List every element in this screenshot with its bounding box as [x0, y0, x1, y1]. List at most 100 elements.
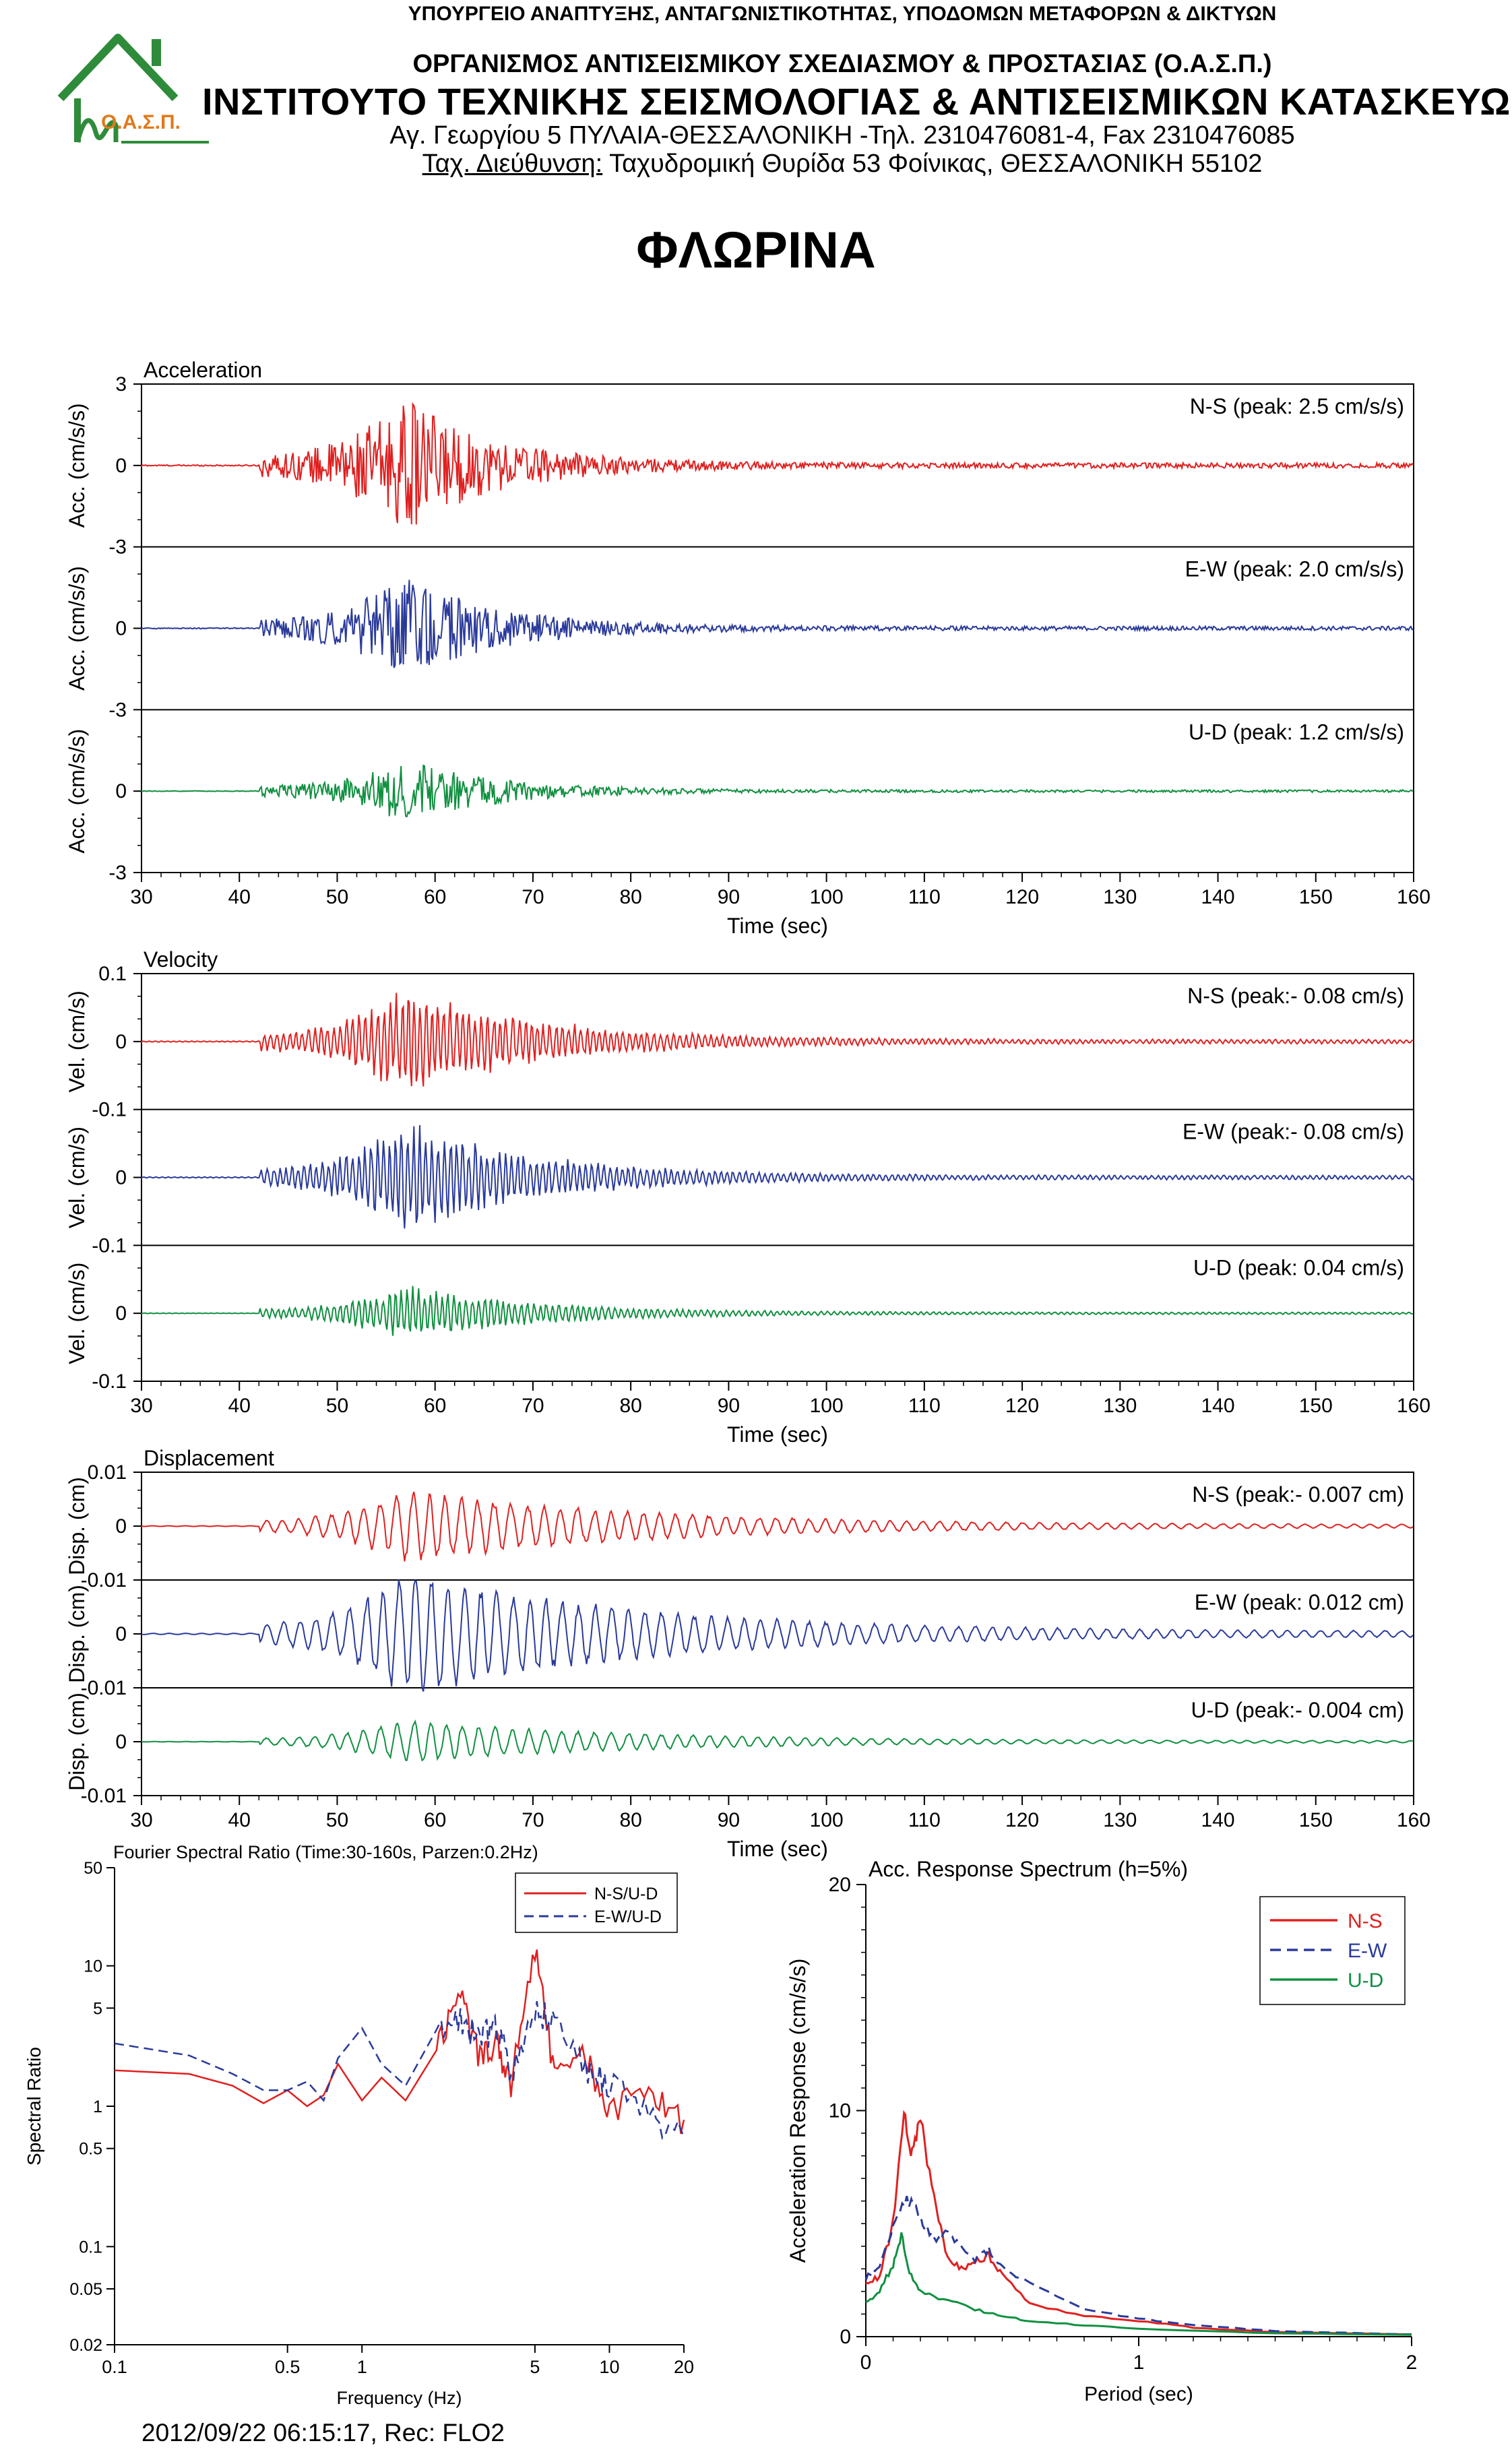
fourier-ytick-label: 5 — [93, 1999, 102, 2018]
acceleration-xtick-label: 60 — [424, 886, 446, 908]
velocity-xtick-label: 130 — [1103, 1395, 1137, 1417]
acceleration-ytick-label: -3 — [108, 699, 127, 721]
velocity-xtick-label: 100 — [810, 1395, 844, 1417]
station-title: ΦΛΩΡΙΝΑ — [636, 222, 876, 279]
velocity-series-label: N-S (peak:- 0.08 cm/s) — [1187, 984, 1404, 1008]
acceleration-xtick-label: 80 — [619, 886, 641, 908]
logo-text: Ο.Α.Σ.Π. — [101, 111, 181, 133]
displacement-xtick-label: 90 — [718, 1809, 740, 1831]
acceleration-xtick-label: 100 — [810, 886, 844, 908]
displacement-xtick-label: 160 — [1397, 1809, 1430, 1831]
acceleration-xtick-label: 160 — [1397, 886, 1430, 908]
acceleration-ylabel: Acc. (cm/s/s) — [65, 729, 89, 854]
velocity-xtick-label: 110 — [908, 1395, 941, 1417]
velocity-series-label: E-W (peak:- 0.08 cm/s) — [1183, 1120, 1404, 1144]
fourier-xtick-label: 0.5 — [275, 2357, 301, 2377]
acceleration-series-u-d — [141, 764, 1414, 818]
velocity-xtick-label: 70 — [522, 1395, 544, 1417]
response-ytick-label: 20 — [829, 1874, 851, 1896]
displacement-ytick-label: -0.01 — [81, 1677, 127, 1699]
acceleration-xtick-label: 40 — [228, 886, 251, 908]
acceleration-xtick-label: 130 — [1103, 886, 1137, 908]
displacement-xtick-label: 40 — [228, 1809, 251, 1831]
fourier-legend-label: E-W/U-D — [594, 1907, 662, 1926]
postal-label: Ταχ. Διεύθυνση: — [422, 150, 603, 178]
displacement-xtick-label: 140 — [1201, 1809, 1235, 1831]
fourier-ytick-label: 0.1 — [79, 2238, 102, 2256]
displacement-xlabel: Time (sec) — [727, 1837, 828, 1861]
displacement-ylabel: Disp. (cm) — [65, 1477, 89, 1575]
acceleration-xtick-label: 150 — [1299, 886, 1333, 908]
velocity-xtick-label: 120 — [1005, 1395, 1039, 1417]
velocity-xtick-label: 80 — [619, 1395, 641, 1417]
acceleration-title: Acceleration — [144, 358, 262, 382]
fourier-title: Fourier Spectral Ratio (Time:30-160s, Pa… — [113, 1842, 538, 1862]
fourier-series-n-s-u-d — [114, 1949, 685, 2135]
velocity-ylabel: Vel. (cm/s) — [65, 1263, 89, 1364]
velocity-ytick-label: -0.1 — [92, 1370, 127, 1393]
displacement-chart: Displacement 30 40 50 60 70 80 90 100 110 120 130 14… — [65, 1446, 1430, 1861]
fourier-xtick-label: 10 — [599, 2357, 619, 2377]
displacement-xtick-label: 150 — [1299, 1809, 1333, 1831]
displacement-xtick-label: 30 — [130, 1809, 152, 1831]
acceleration-ytick-label: -3 — [108, 536, 127, 559]
displacement-series-label: E-W (peak: 0.012 cm) — [1195, 1590, 1404, 1614]
response-xtick-label: 2 — [1406, 2351, 1418, 2374]
displacement-ylabel: Disp. (cm) — [65, 1693, 89, 1791]
acceleration-series-e-w — [141, 579, 1414, 668]
velocity-ytick-label: -0.1 — [92, 1099, 127, 1121]
velocity-series-u-d — [141, 1286, 1414, 1336]
fourier-ylabel: Spectral Ratio — [24, 2047, 44, 2166]
ministry-line: ΥΠΟΥΡΓΕΙΟ ΑΝΑΠΤΥΞΗΣ, ΑΝΤΑΓΩΝΙΣΤΙΚΟΤΗΤΑΣ,… — [408, 3, 1277, 25]
response-xlabel: Period (sec) — [1084, 2383, 1193, 2405]
displacement-series-label: U-D (peak:- 0.004 cm) — [1191, 1698, 1404, 1722]
fourier-xtick-label: 20 — [674, 2357, 694, 2377]
acceleration-ylabel: Acc. (cm/s/s) — [65, 403, 89, 528]
acceleration-xtick-label: 70 — [522, 886, 544, 908]
acceleration-xtick-label: 110 — [908, 886, 941, 908]
response-legend-box — [1259, 1896, 1406, 2005]
acceleration-xtick-label: 30 — [130, 886, 152, 908]
acceleration-xlabel: Time (sec) — [727, 914, 828, 938]
displacement-xtick-label: 120 — [1005, 1809, 1039, 1831]
fourier-ytick-label: 0.5 — [79, 2140, 102, 2159]
fourier-legend-box — [515, 1872, 678, 1933]
acceleration-ytick-label: 0 — [115, 455, 127, 477]
velocity-series-n-s — [141, 992, 1414, 1087]
displacement-ytick-label: 0.01 — [88, 1461, 127, 1484]
fourier-xlabel: Frequency (Hz) — [336, 2388, 462, 2408]
fourier-ytick-label: 10 — [84, 1957, 102, 1976]
displacement-ytick-label: -0.01 — [81, 1569, 127, 1591]
velocity-xtick-label: 90 — [718, 1395, 740, 1417]
response-legend-label: N-S — [1348, 1910, 1383, 1932]
velocity-title: Velocity — [144, 947, 218, 972]
response-ytick-label: 10 — [829, 2100, 851, 2122]
acceleration-ylabel: Acc. (cm/s/s) — [65, 566, 89, 691]
velocity-xtick-label: 140 — [1201, 1395, 1235, 1417]
displacement-title: Displacement — [144, 1446, 274, 1470]
velocity-series-e-w — [141, 1125, 1414, 1229]
fourier-ytick-label: 0.02 — [69, 2336, 102, 2355]
velocity-ytick-label: 0 — [115, 1167, 127, 1189]
fourier-ytick-label: 0.05 — [69, 2280, 102, 2299]
response-xtick-label: 0 — [860, 2351, 872, 2374]
displacement-xtick-label: 110 — [908, 1809, 941, 1831]
velocity-ytick-label: 0 — [115, 1031, 127, 1053]
response-ylabel: Acceleration Response (cm/s/s) — [786, 1959, 810, 2263]
acceleration-ytick-label: 3 — [115, 373, 127, 396]
postal-line: Ταχ. Διεύθυνση: Ταχυδρομική Θυρίδα 53 Φο… — [202, 150, 1482, 179]
response-xtick-label: 1 — [1133, 2351, 1145, 2374]
fourier-xtick-label: 5 — [530, 2357, 540, 2377]
displacement-xtick-label: 100 — [810, 1809, 844, 1831]
displacement-xtick-label: 70 — [522, 1809, 544, 1831]
velocity-xtick-label: 150 — [1299, 1395, 1333, 1417]
velocity-xtick-label: 40 — [228, 1395, 251, 1417]
velocity-chart: Velocity 30 40 50 60 70 80 90 100 110 120 130 140 150… — [65, 947, 1430, 1447]
displacement-xtick-label: 130 — [1103, 1809, 1137, 1831]
header: Ο.Α.Σ.Π. ΥΠΟΥΡΓΕΙΟ ΑΝΑΠΤΥΞΗΣ, ΑΝΤΑΓΩΝΙΣΤ… — [0, 0, 1512, 202]
displacement-series-label: N-S (peak:- 0.007 cm) — [1192, 1482, 1404, 1507]
response-legend-label: U-D — [1348, 1969, 1383, 1992]
response-title: Acc. Response Spectrum (h=5%) — [869, 1857, 1188, 1881]
